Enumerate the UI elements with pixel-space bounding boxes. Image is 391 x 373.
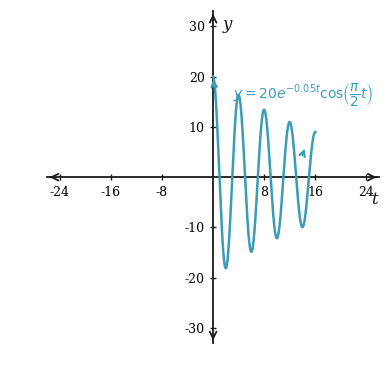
Text: t: t <box>371 191 377 208</box>
Text: $y = 20e^{-0.05t}\cos\!\left(\dfrac{\pi}{2}t\right)$: $y = 20e^{-0.05t}\cos\!\left(\dfrac{\pi}… <box>233 81 373 108</box>
Text: y: y <box>223 16 232 33</box>
